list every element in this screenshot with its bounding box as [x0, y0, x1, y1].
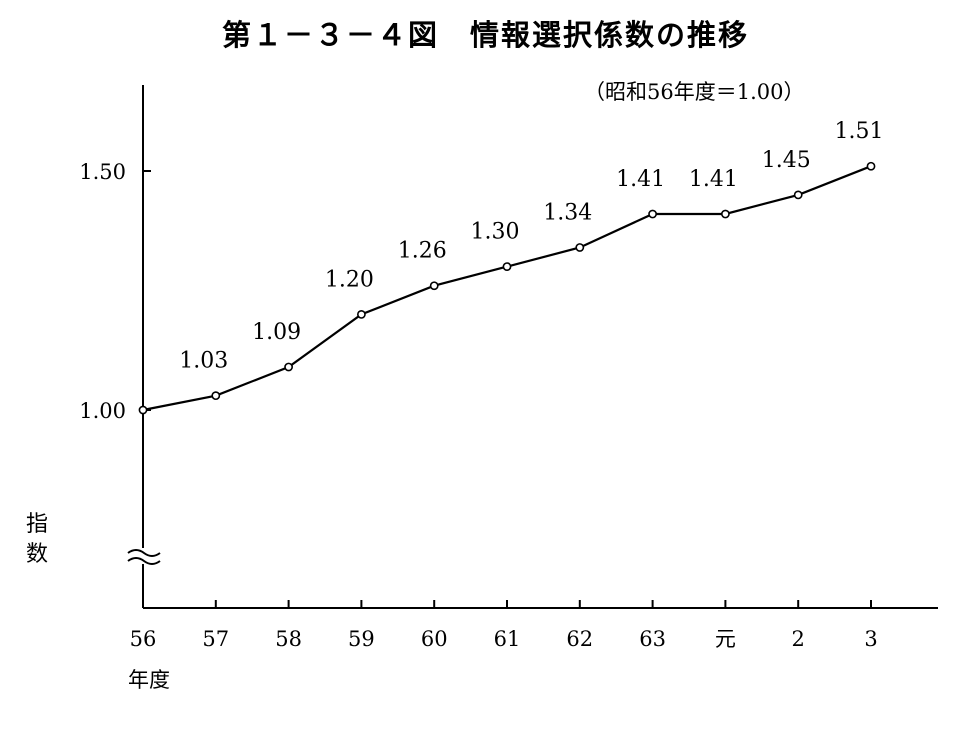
data-label: 1.45	[762, 148, 811, 173]
chart-subtitle: （昭和56年度＝1.00）	[584, 80, 805, 104]
data-label: 1.09	[252, 320, 301, 345]
data-point	[429, 281, 439, 291]
data-point	[502, 262, 512, 271]
data-point	[575, 243, 585, 252]
y-tick-label: 1.00	[79, 399, 126, 423]
data-labels: 1.03 1.09 1.20 1.26 1.30 1.34 1.41 1.41 1.45 1.51	[179, 119, 883, 373]
data-label: 1.30	[471, 220, 520, 245]
x-tick-label: 62	[566, 627, 593, 651]
data-points	[138, 161, 876, 415]
data-point	[721, 209, 730, 219]
data-point	[356, 309, 366, 319]
data-label: 1.41	[689, 167, 738, 192]
y-ticks: 1.00 1.50	[79, 160, 151, 423]
data-point	[284, 362, 293, 372]
series-line	[142, 165, 872, 412]
x-ticks: 56 57 58 59 60 61 62 63 元 2 3	[130, 600, 878, 651]
x-tick-label: 60	[421, 627, 448, 651]
y-axis-label: 指数	[25, 512, 48, 567]
x-tick-label: 3	[864, 627, 877, 651]
x-axis-label: 年度	[128, 668, 170, 692]
x-tick-label: 63	[639, 627, 666, 651]
data-label: 1.41	[616, 167, 665, 192]
data-point	[211, 391, 221, 401]
axis-break-mark	[126, 548, 161, 565]
data-label: 1.03	[179, 349, 228, 374]
x-tick-label: 2	[792, 627, 805, 651]
data-label: 1.20	[325, 267, 374, 292]
x-tick-label: 58	[275, 627, 302, 651]
data-label: 1.26	[398, 239, 447, 264]
x-tick-label: 61	[494, 627, 521, 651]
x-tick-label: 57	[202, 627, 229, 651]
chart-title: 第１－３－４図 情報選択係数の推移	[221, 18, 749, 52]
data-label: 1.51	[835, 119, 884, 144]
x-tick-label: 元	[715, 627, 736, 651]
data-label: 1.34	[543, 200, 592, 225]
data-point	[866, 161, 876, 171]
data-point	[648, 209, 657, 219]
y-tick-label: 1.50	[79, 160, 126, 184]
data-point	[138, 405, 148, 415]
x-tick-label: 59	[348, 627, 375, 651]
x-tick-label: 56	[130, 627, 157, 651]
data-point	[793, 190, 803, 200]
